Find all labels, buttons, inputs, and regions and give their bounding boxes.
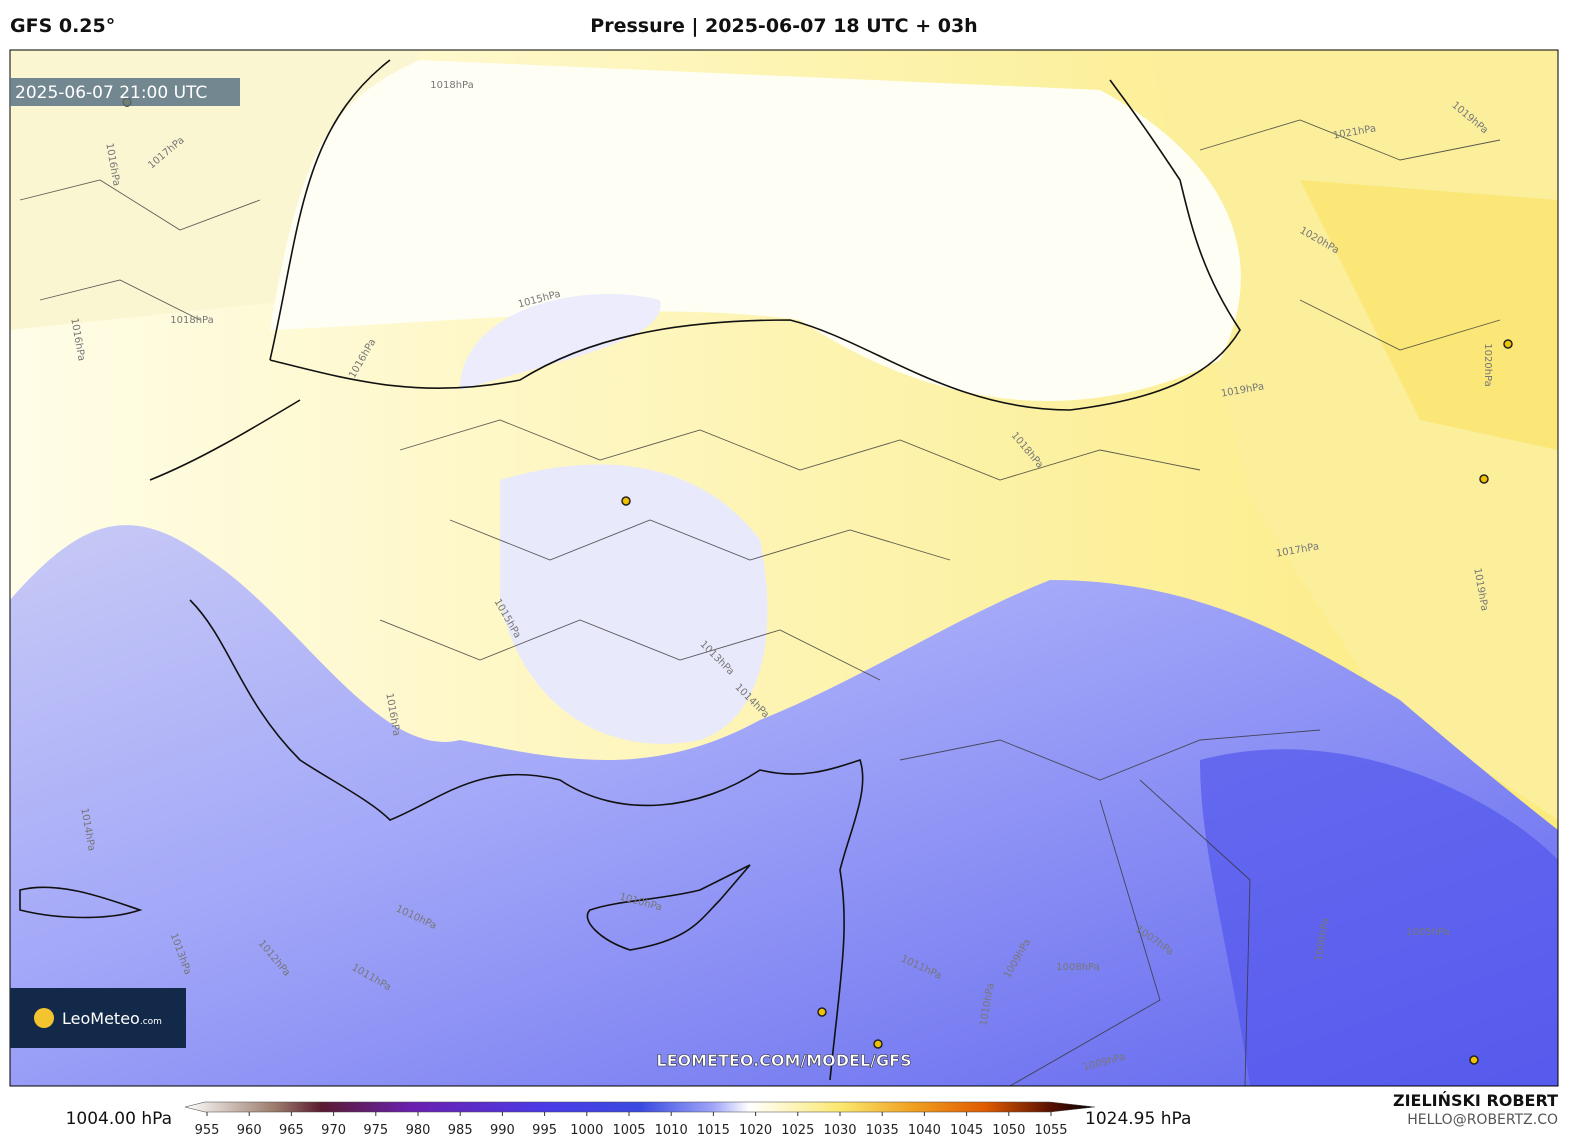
low-pressure-area bbox=[10, 525, 1558, 1086]
colorbar-tick-label: 965 bbox=[279, 1123, 304, 1138]
colorbar-tick-label: 1045 bbox=[950, 1123, 983, 1138]
colorbar-tick-label: 990 bbox=[490, 1123, 515, 1138]
colorbar-tick-label: 1025 bbox=[781, 1123, 814, 1138]
map: 1018hPa1015hPa1016hPa1018hPa1019hPa1018h… bbox=[10, 50, 1558, 1086]
contour-label: 1020hPa bbox=[1482, 343, 1493, 387]
yellow-core bbox=[1300, 180, 1558, 450]
colorbar-tick-label: 960 bbox=[237, 1123, 262, 1138]
borders bbox=[19, 119, 1501, 1086]
colorbar-tick-label: 1040 bbox=[908, 1123, 941, 1138]
time-box bbox=[10, 78, 240, 106]
contour-label: 1018hPa bbox=[170, 315, 214, 326]
colorbar-tick-label: 1005 bbox=[612, 1123, 645, 1138]
colorbar-tick-label: 1050 bbox=[992, 1123, 1025, 1138]
colorbar-tick-label: 1015 bbox=[697, 1123, 730, 1138]
logo: LeoMeteo.com bbox=[62, 1009, 162, 1028]
logo-suffix: .com bbox=[140, 1017, 162, 1027]
low-core bbox=[1200, 749, 1558, 1086]
colorbar-tick-label: 975 bbox=[363, 1123, 388, 1138]
coastlines bbox=[19, 59, 1241, 1081]
colorbar-tick-label: 985 bbox=[448, 1123, 473, 1138]
low-area bbox=[460, 294, 661, 390]
contour-label: 1005hPa bbox=[1406, 927, 1450, 938]
colorbar-tick-label: 1000 bbox=[570, 1123, 603, 1138]
contour-label: 1018hPa bbox=[430, 80, 474, 91]
colorbar-tick-label: 995 bbox=[532, 1123, 557, 1138]
map-frame bbox=[9, 49, 1559, 1087]
title: Pressure | 2025-06-07 18 UTC + 03h bbox=[590, 15, 977, 37]
colorbar-max: 1024.95 hPa bbox=[1085, 1109, 1191, 1129]
logo-sun bbox=[34, 1008, 54, 1028]
colorbar-tick-label: 1020 bbox=[739, 1123, 772, 1138]
logo-text: LeoMeteo bbox=[62, 1009, 140, 1028]
low-area bbox=[500, 464, 768, 744]
watermark: LEOMETEO.COM/MODEL/GFS bbox=[656, 1051, 911, 1070]
colorbar-tick-label: 1010 bbox=[655, 1123, 688, 1138]
colorbar bbox=[184, 1101, 1096, 1113]
colorbar-tick-label: 1055 bbox=[1034, 1123, 1067, 1138]
author: ZIELIŃSKI ROBERT bbox=[1393, 1091, 1558, 1110]
colorbar-tick-label: 980 bbox=[406, 1123, 431, 1138]
model-name: GFS 0.25° bbox=[10, 15, 115, 37]
colorbar-tick-label: 970 bbox=[321, 1123, 346, 1138]
colorbar-min: 1004.00 hPa bbox=[66, 1109, 172, 1129]
valid-time: 2025-06-07 21:00 UTC bbox=[15, 83, 207, 103]
colorbar-tick-label: 955 bbox=[195, 1123, 220, 1138]
email: HELLO@ROBERTZ.CO bbox=[1407, 1112, 1558, 1128]
contour-label: 1008hPa bbox=[1056, 962, 1100, 973]
colorbar-tick-label: 1035 bbox=[866, 1123, 899, 1138]
colorbar-tick-label: 1030 bbox=[823, 1123, 856, 1138]
colorbar-ticks: 955 960 965 970 975 980 985 990 995 1000 1005 1010 1… bbox=[195, 1112, 1068, 1138]
